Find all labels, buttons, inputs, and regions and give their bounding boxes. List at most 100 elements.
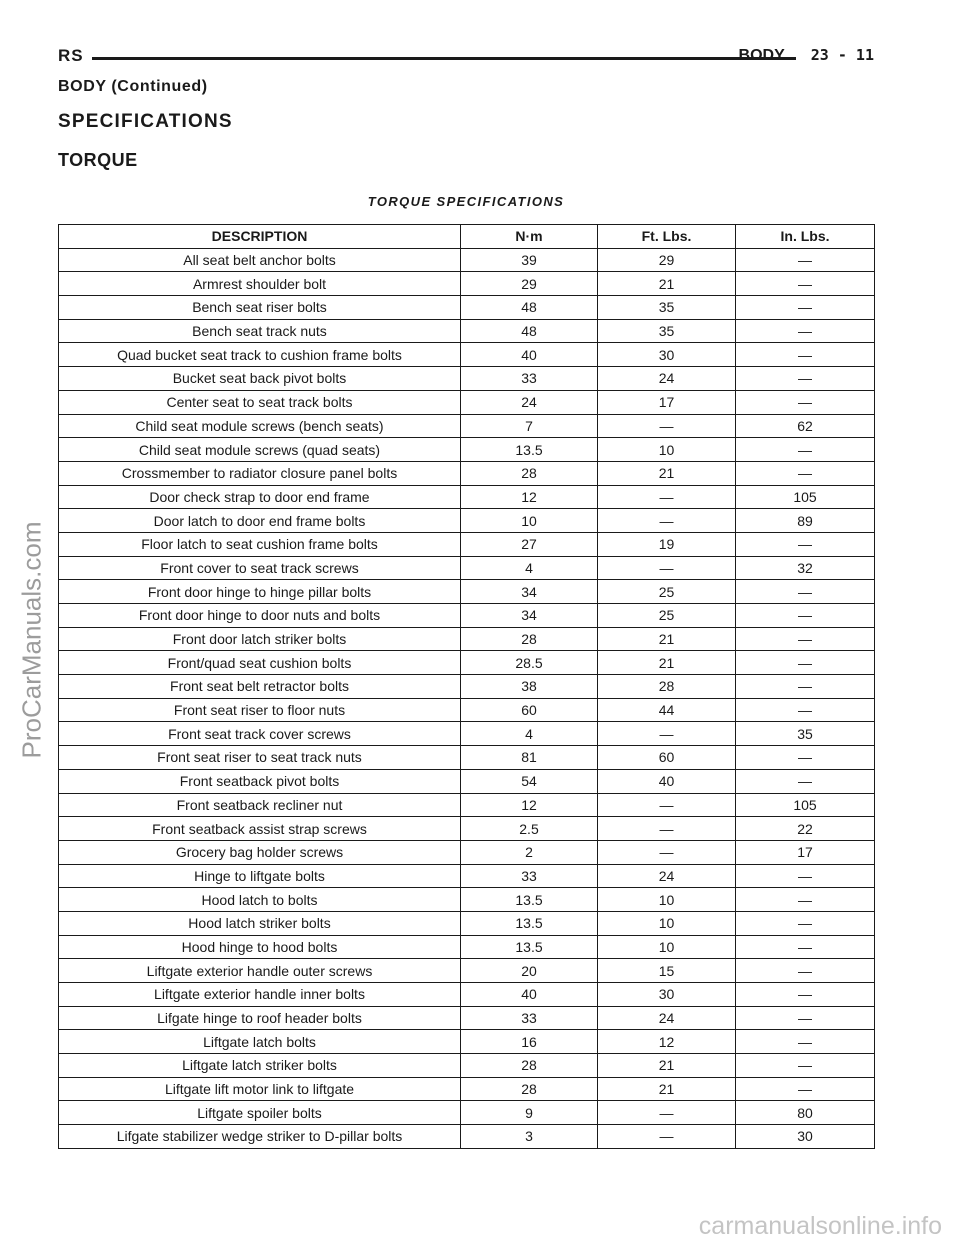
cell-foot-pounds: 21 (597, 626, 736, 652)
cell-inch-pounds: — (735, 958, 875, 983)
table-row: Liftgate spoiler bolts 9—80 (58, 1100, 875, 1126)
cell-description: Liftgate lift motor link to liftgate (58, 1076, 461, 1102)
cell-newton-meters: 9 (460, 1100, 598, 1126)
table-row: Liftgate latch striker bolts 28 21— (58, 1053, 875, 1078)
cell-inch-pounds: — (735, 271, 875, 297)
cell-description: Liftgate spoiler bolts (58, 1100, 461, 1126)
table-row: Front seat track cover screws 4—35 (58, 721, 875, 747)
cell-description: Liftgate exterior handle outer screws (58, 958, 461, 983)
column-header-newton-meters: N·m (460, 224, 598, 249)
table-row: Bucket seat back pivot bolts 33 24— (58, 366, 875, 391)
watermark-left: ProCarManuals.com (16, 521, 47, 759)
cell-newton-meters: 4 (460, 555, 598, 581)
cell-newton-meters: 13.5 (460, 437, 598, 462)
cell-newton-meters: 28.5 (460, 650, 598, 676)
cell-foot-pounds: 25 (597, 603, 736, 628)
cell-description: Grocery bag holder screws (58, 839, 461, 865)
cell-description: Liftgate latch striker bolts (58, 1053, 461, 1078)
table-row: Liftgate lift motor link to liftgate 28 21… (58, 1076, 875, 1102)
table-row: Quad bucket seat track to cushion frame … (58, 342, 875, 368)
cell-inch-pounds: 30 (735, 1124, 875, 1149)
cell-inch-pounds: — (735, 295, 875, 320)
cell-description: Hinge to liftgate bolts (58, 863, 461, 889)
cell-description: Front seatback recliner nut (58, 792, 461, 818)
column-header-description: DESCRIPTION (58, 224, 461, 249)
cell-inch-pounds: — (735, 603, 875, 628)
cell-inch-pounds: — (735, 863, 875, 889)
cell-newton-meters: 38 (460, 674, 598, 699)
cell-foot-pounds: 30 (597, 982, 736, 1007)
torque-specifications-table: DESCRIPTION N·m Ft. Lbs. In. Lbs. All se… (58, 224, 875, 1149)
cell-newton-meters: 10 (460, 508, 598, 533)
cell-newton-meters: 54 (460, 768, 598, 794)
cell-newton-meters: 13.5 (460, 934, 598, 960)
cell-inch-pounds: — (735, 934, 875, 960)
table-row: Front seat belt retractor bolts 38 28— (58, 674, 875, 699)
cell-newton-meters: 2 (460, 839, 598, 865)
header-rule (92, 57, 796, 60)
cell-newton-meters: 40 (460, 342, 598, 368)
table-row: Front door hinge to door nuts and bolts 3… (58, 603, 875, 628)
cell-inch-pounds: — (735, 437, 875, 462)
cell-description: Child seat module screws (quad seats) (58, 437, 461, 462)
table-row: Front cover to seat track screws 4—32 (58, 555, 875, 581)
cell-description: Front seat riser to seat track nuts (58, 745, 461, 770)
cell-foot-pounds: 40 (597, 768, 736, 794)
table-header-row: DESCRIPTION N·m Ft. Lbs. In. Lbs. (58, 224, 875, 249)
cell-inch-pounds: 105 (735, 792, 875, 818)
page-header: RS BODY 23 - 11 (58, 44, 874, 70)
cell-inch-pounds: — (735, 1029, 875, 1055)
table-row: Lifgate stabilizer wedge striker to D-pi… (58, 1124, 875, 1149)
column-header-foot-pounds: Ft. Lbs. (597, 224, 736, 249)
cell-newton-meters: 28 (460, 1076, 598, 1102)
cell-description: Crossmember to radiator closure panel bo… (58, 460, 461, 486)
cell-foot-pounds: 21 (597, 460, 736, 486)
cell-inch-pounds: — (735, 768, 875, 794)
subsection-title: TORQUE (58, 150, 138, 170)
cell-description: Lifgate stabilizer wedge striker to D-pi… (58, 1124, 461, 1149)
cell-foot-pounds: — (597, 413, 736, 439)
table-row: Door latch to door end frame bolts 10—89 (58, 508, 875, 533)
cell-foot-pounds: 12 (597, 1029, 736, 1055)
table-row: Bench seat riser bolts 48 35— (58, 295, 875, 320)
cell-description: Center seat to seat track bolts (58, 389, 461, 415)
table-row: Armrest shoulder bolt 29 21— (58, 271, 875, 297)
table-row: Front seatback pivot bolts 54 40— (58, 768, 875, 794)
cell-newton-meters: 40 (460, 982, 598, 1007)
cell-description: Front/quad seat cushion bolts (58, 650, 461, 676)
cell-description: Front seat track cover screws (58, 721, 461, 747)
cell-inch-pounds: 89 (735, 508, 875, 533)
cell-inch-pounds: 22 (735, 816, 875, 841)
cell-inch-pounds: — (735, 910, 875, 936)
cell-newton-meters: 33 (460, 863, 598, 889)
table-row: Front seatback assist strap screws 2.5—22 (58, 816, 875, 841)
cell-inch-pounds: — (735, 1053, 875, 1078)
cell-foot-pounds: 19 (597, 531, 736, 557)
cell-newton-meters: 60 (460, 697, 598, 723)
cell-description: Liftgate exterior handle inner bolts (58, 982, 461, 1007)
header-model-code: RS (58, 46, 84, 65)
header-right: BODY 23 - 11 (739, 46, 874, 65)
cell-newton-meters: 13.5 (460, 887, 598, 912)
cell-description: Armrest shoulder bolt (58, 271, 461, 297)
cell-inch-pounds: — (735, 626, 875, 652)
table-row: Front seat riser to floor nuts 60 44— (58, 697, 875, 723)
cell-inch-pounds: — (735, 1005, 875, 1031)
cell-foot-pounds: 21 (597, 1076, 736, 1102)
cell-inch-pounds: — (735, 674, 875, 699)
table-row: Front/quad seat cushion bolts 28.5 21— (58, 650, 875, 676)
cell-newton-meters: 34 (460, 579, 598, 604)
cell-inch-pounds: 32 (735, 555, 875, 581)
cell-description: Lifgate hinge to roof header bolts (58, 1005, 461, 1031)
cell-newton-meters: 28 (460, 1053, 598, 1078)
cell-foot-pounds: 30 (597, 342, 736, 368)
cell-newton-meters: 28 (460, 626, 598, 652)
cell-inch-pounds: 62 (735, 413, 875, 439)
cell-newton-meters: 16 (460, 1029, 598, 1055)
cell-foot-pounds: 21 (597, 271, 736, 297)
column-header-inch-pounds: In. Lbs. (735, 224, 875, 249)
cell-newton-meters: 33 (460, 1005, 598, 1031)
table-row: Front door latch striker bolts 28 21— (58, 626, 875, 652)
cell-inch-pounds: — (735, 982, 875, 1007)
cell-description: Bucket seat back pivot bolts (58, 366, 461, 391)
